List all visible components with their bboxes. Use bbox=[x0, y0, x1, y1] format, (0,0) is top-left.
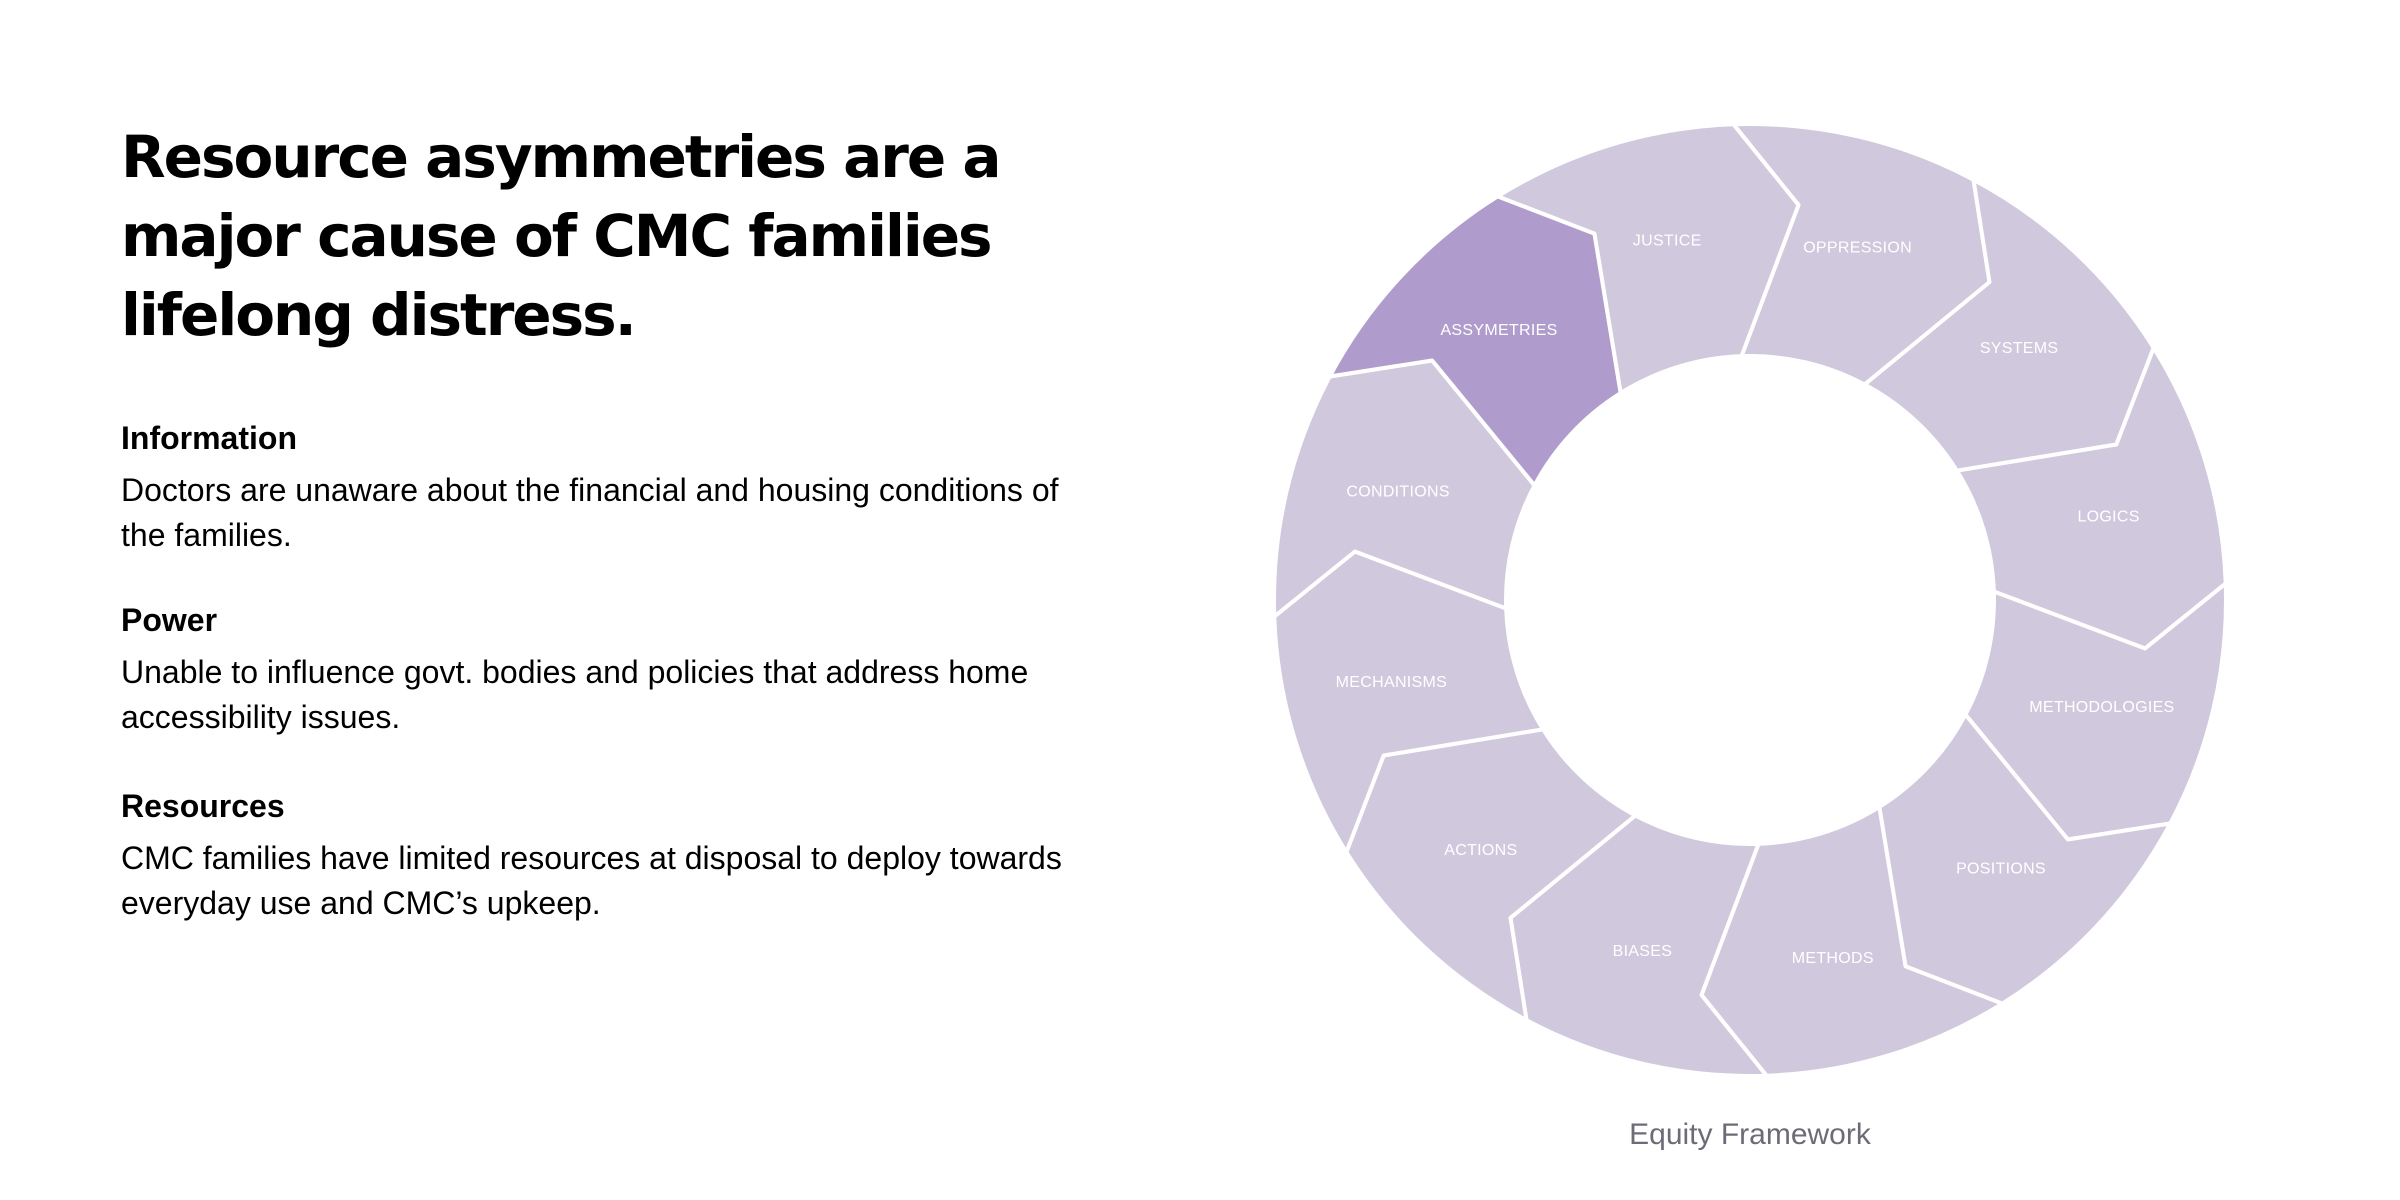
wheel-diagram: OPPRESSION SYSTEMS LOGICS METHODOLOGIES POSI… bbox=[1272, 122, 2228, 1078]
page-title: Resource asymmetries are a major cause o… bbox=[121, 123, 1002, 349]
wheel-label-systems: SYSTEMS bbox=[1980, 340, 2059, 357]
wheel-label-methodologies: METHODOLOGIES bbox=[2029, 699, 2174, 716]
wheel-label-methods: METHODS bbox=[1792, 950, 1874, 967]
equity-framework-wheel: OPPRESSION SYSTEMS LOGICS METHODOLOGIES POSI… bbox=[1270, 120, 2230, 1080]
section-body: CMC families have limited resources at d… bbox=[121, 840, 1062, 921]
wheel-label-biases: BIASES bbox=[1613, 943, 1673, 960]
wheel-label-oppression: OPPRESSION bbox=[1803, 239, 1912, 256]
section-body: Doctors are unaware about the financial … bbox=[121, 472, 1059, 553]
section-title: Resources bbox=[121, 788, 285, 824]
section-power: Power Unable to influence govt. bodies a… bbox=[121, 600, 1081, 740]
wheel-label-justice: JUSTICE bbox=[1633, 233, 1702, 250]
wheel-label-actions: ACTIONS bbox=[1444, 842, 1517, 859]
section-title: Information bbox=[121, 420, 297, 456]
section-information: Information Doctors are unaware about th… bbox=[121, 418, 1081, 558]
wheel-label-conditions: CONDITIONS bbox=[1346, 484, 1449, 501]
diagram-caption: Equity Framework bbox=[1629, 1118, 1871, 1151]
wheel-label-mechanisms: MECHANISMS bbox=[1336, 674, 1447, 691]
wheel-segment-justice bbox=[1495, 122, 1801, 396]
section-body: Unable to influence govt. bodies and pol… bbox=[121, 654, 1029, 735]
section-resources: Resources CMC families have limited reso… bbox=[121, 786, 1081, 926]
wheel-label-assymetries: ASSYMETRIES bbox=[1440, 322, 1557, 339]
section-title: Power bbox=[121, 602, 218, 638]
wheel-label-positions: POSITIONS bbox=[1956, 860, 2046, 877]
wheel-label-logics: LOGICS bbox=[2077, 508, 2139, 525]
left-panel: Resource asymmetries are a major cause o… bbox=[121, 118, 1101, 921]
